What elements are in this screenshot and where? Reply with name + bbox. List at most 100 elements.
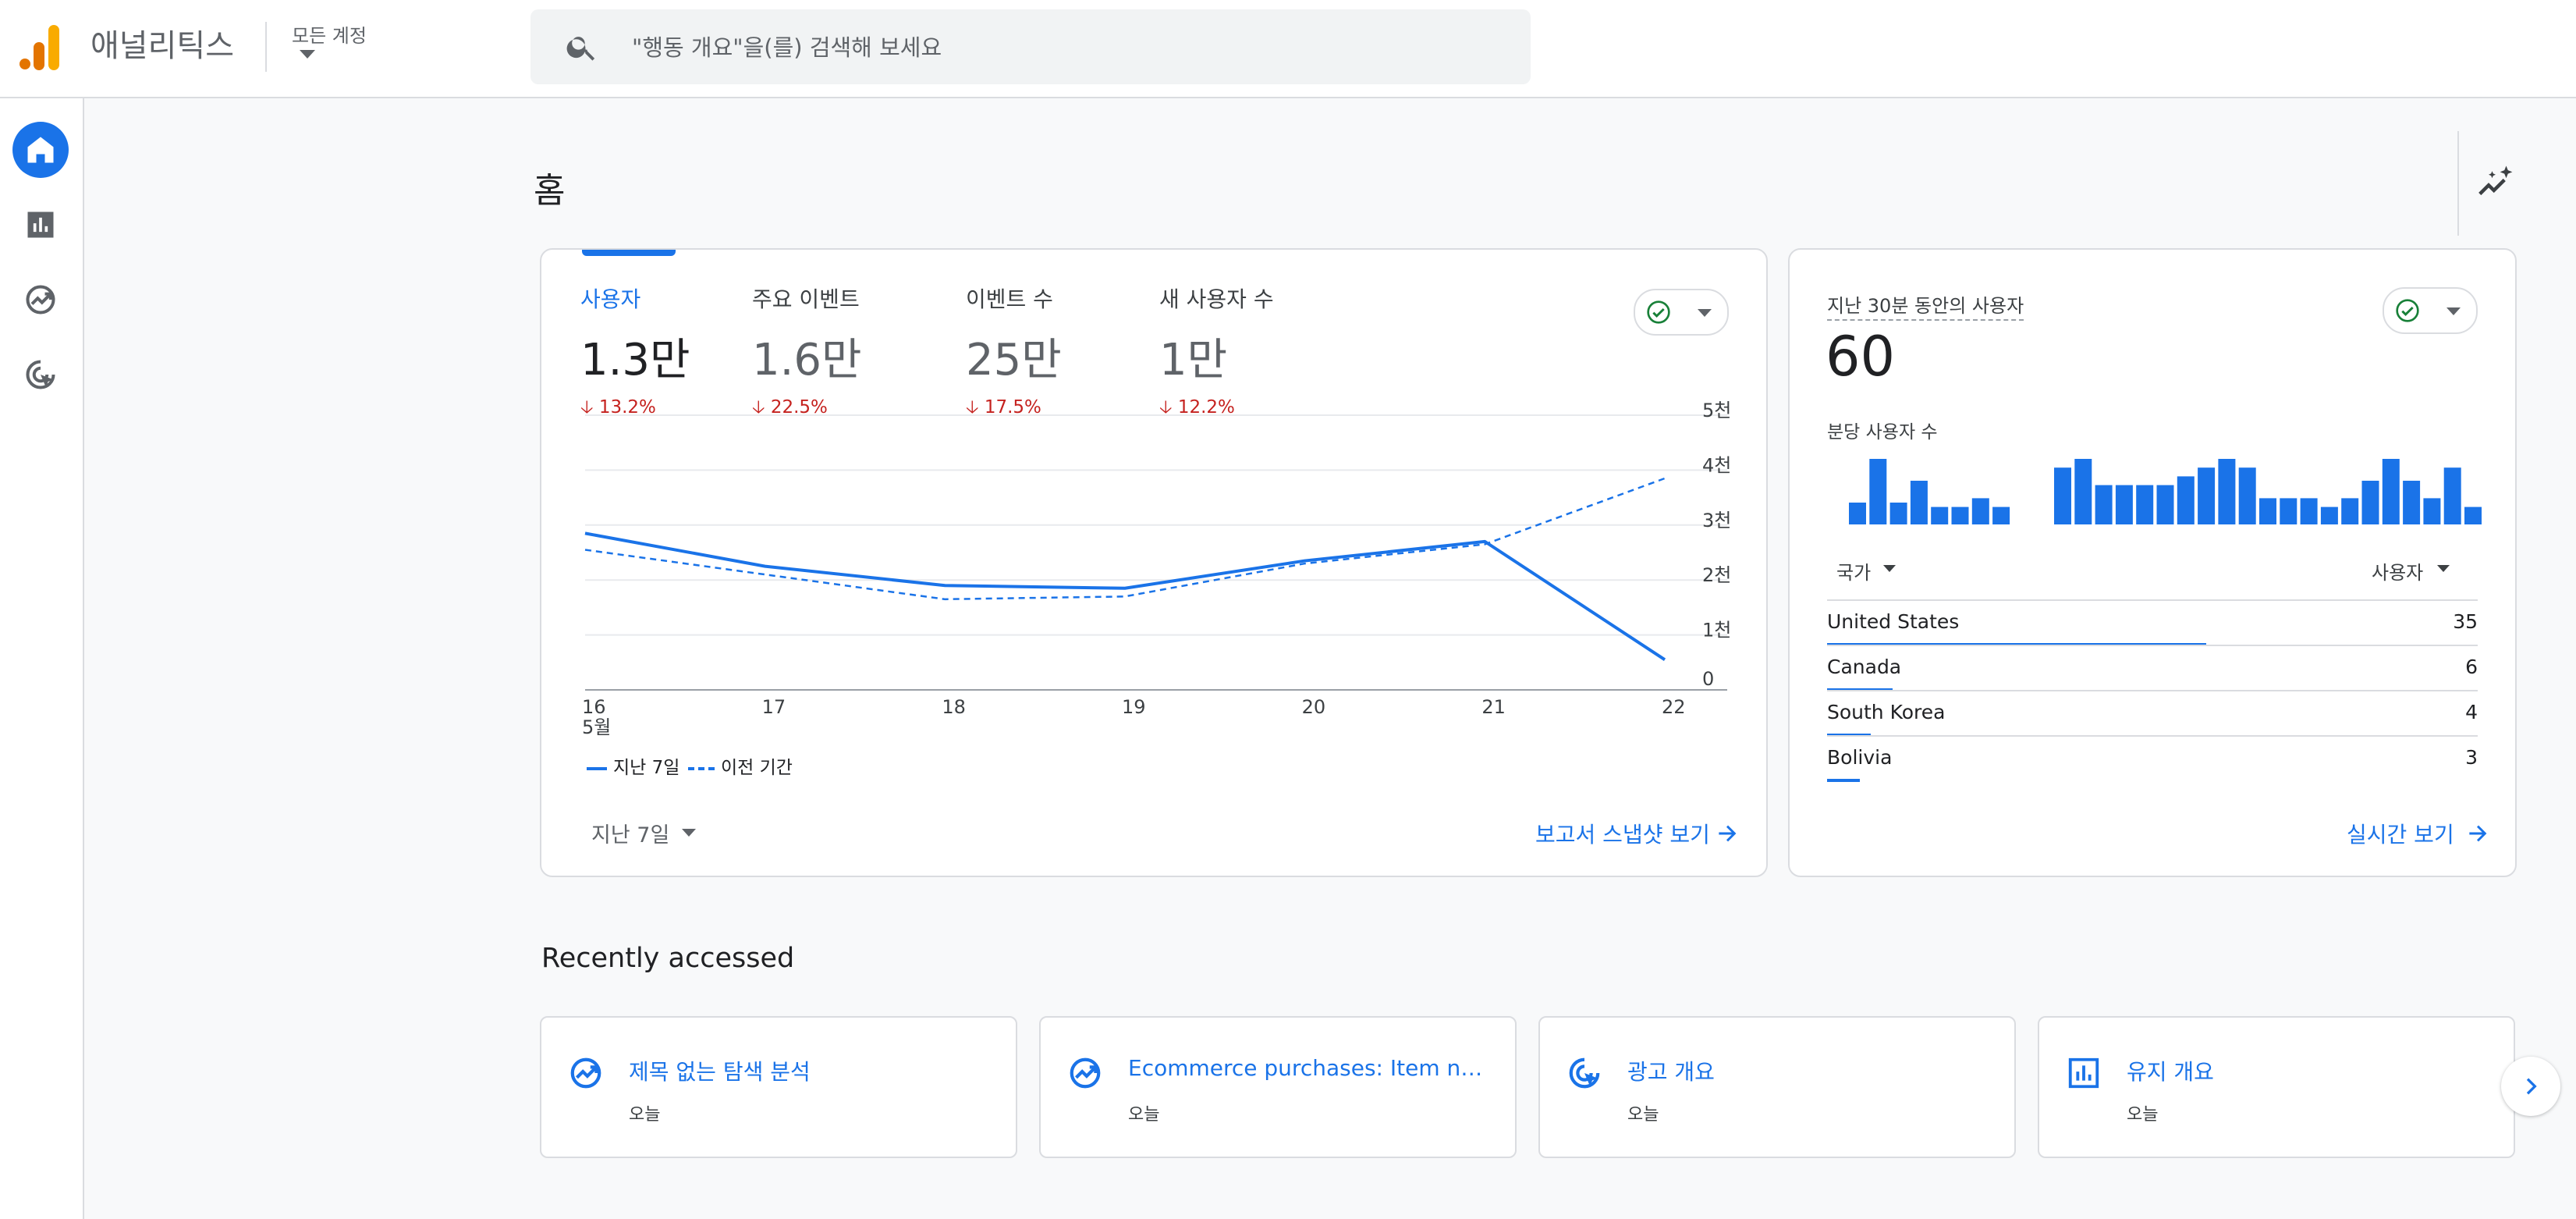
metric-tab-key-events[interactable]: 주요 이벤트 1.6만 🡣 22.5% — [752, 283, 862, 425]
metric-tab-new-users[interactable]: 새 사용자 수 1만 🡣 12.2% — [1159, 283, 1274, 425]
metric-label: 사용자 — [580, 286, 641, 312]
arrow-down-icon: 🡣 — [1159, 397, 1173, 418]
minute-bar — [1992, 506, 2010, 524]
recent-item-date: 오늘 — [2127, 1105, 2159, 1125]
recent-item-date: 오늘 — [1128, 1105, 1160, 1125]
view-realtime-link[interactable]: 실시간 보기 — [2347, 822, 2454, 848]
x-tick-label: 21 — [1481, 696, 1506, 718]
recent-item-name[interactable]: Ecommerce purchases: Item na... — [1128, 1055, 1495, 1081]
series-line-previous-period — [584, 477, 1666, 601]
minute-bar — [1971, 498, 1989, 524]
x-tick-label: 22 — [1662, 696, 1686, 718]
recent-item-date: 오늘 — [1627, 1105, 1659, 1125]
overview-card: 사용자 1.3만 🡣 13.2% 주요 이벤트 1.6만 🡣 22.5% 이벤트… — [540, 248, 1768, 877]
legend-previous-period: 이전 기간 — [688, 752, 793, 779]
header-divider — [265, 22, 267, 72]
minute-bar — [1910, 481, 1928, 524]
metric-label: 이벤트 수 — [966, 286, 1053, 312]
column-header-country[interactable]: 국가 — [1836, 562, 1872, 584]
date-range-selector[interactable]: 지난 7일 — [591, 823, 670, 848]
sidebar-item-home[interactable] — [12, 122, 69, 178]
minute-bar — [2280, 498, 2297, 524]
minute-bar — [2320, 506, 2338, 524]
country-users: 6 — [2465, 656, 2478, 678]
recent-item-card[interactable]: 광고 개요 오늘 — [1538, 1016, 2016, 1158]
users-line-chart: 0 1천 2천 3천 4천 5천 16 17 18 19 20 21 22 5월 — [582, 400, 1731, 738]
minute-bar — [2177, 476, 2195, 524]
minute-bar — [2218, 459, 2236, 524]
sidebar-item-explore[interactable] — [12, 272, 69, 328]
metric-tab-users[interactable]: 사용자 1.3만 🡣 13.2% — [580, 283, 690, 425]
legend-solid-swatch — [587, 766, 607, 770]
search-input[interactable] — [630, 23, 1492, 72]
country-share-bar — [1827, 779, 1860, 782]
metric-change: 🡣 12.2% — [1159, 397, 1235, 418]
x-tick-label: 17 — [762, 696, 786, 718]
carousel-next-button[interactable] — [2501, 1057, 2560, 1116]
check-circle-icon — [2396, 299, 2419, 322]
table-row: Canada 6 — [1827, 645, 2478, 691]
minute-bar — [2382, 459, 2400, 524]
check-circle-icon — [1647, 300, 1670, 324]
minute-bar — [2464, 506, 2482, 524]
explore-trend-icon — [26, 285, 55, 315]
minute-bar — [2198, 467, 2216, 524]
minute-bar — [2341, 498, 2359, 524]
data-quality-button[interactable] — [1634, 289, 1729, 336]
account-selector-label[interactable]: 모든 계정 — [292, 25, 367, 47]
country-users: 4 — [2465, 701, 2478, 723]
chevron-down-icon[interactable] — [1883, 565, 1896, 572]
account-dropdown-icon[interactable] — [300, 50, 315, 59]
country-name: Bolivia — [1827, 746, 1893, 769]
chevron-down-icon[interactable] — [682, 829, 696, 837]
arrow-down-icon: 🡣 — [580, 397, 594, 418]
metric-tab-event-count[interactable]: 이벤트 수 25만 🡣 17.5% — [966, 283, 1062, 425]
advertising-target-icon — [1569, 1057, 1600, 1089]
recent-item-card[interactable]: 유지 개요 오늘 — [2038, 1016, 2515, 1158]
recent-item-date: 오늘 — [629, 1105, 661, 1125]
y-tick-label: 2천 — [1702, 564, 1731, 586]
realtime-title: 지난 30분 동안의 사용자 — [1827, 290, 2024, 321]
country-users: 3 — [2465, 746, 2478, 769]
minute-bar — [2136, 485, 2154, 524]
recent-item-card[interactable]: 제목 없는 탐색 분석 오늘 — [540, 1016, 1017, 1158]
minute-bar — [1849, 503, 1866, 524]
column-header-users[interactable]: 사용자 — [2372, 562, 2424, 584]
top-bar: 애널리틱스 모든 계정 — [0, 0, 2576, 98]
sidebar-item-reports[interactable] — [12, 197, 69, 253]
recent-item-name[interactable]: 유지 개요 — [2127, 1059, 2214, 1085]
realtime-data-quality-button[interactable] — [2383, 287, 2478, 334]
arrow-right-icon[interactable] — [2465, 821, 2490, 846]
recent-item-name[interactable]: 제목 없는 탐색 분석 — [629, 1059, 811, 1085]
explore-trend-icon — [570, 1057, 601, 1089]
minute-bar — [1869, 459, 1887, 524]
table-row: United States 35 — [1827, 599, 2478, 646]
y-tick-label: 4천 — [1702, 454, 1731, 476]
legend-current-period: 지난 7일 — [587, 752, 679, 779]
search-box[interactable] — [530, 9, 1531, 84]
recent-item-card[interactable]: Ecommerce purchases: Item na... 오늘 — [1039, 1016, 1517, 1158]
sidebar-item-advertising[interactable] — [12, 347, 69, 403]
advertising-target-icon — [26, 360, 55, 389]
metric-change: 🡣 13.2% — [580, 397, 656, 418]
users-per-minute-bar-chart — [1849, 459, 2482, 524]
chevron-down-icon[interactable] — [2437, 565, 2450, 572]
active-metric-indicator — [582, 250, 676, 256]
arrow-down-icon: 🡣 — [966, 397, 979, 418]
x-tick-label: 20 — [1302, 696, 1326, 718]
minute-bar — [1931, 506, 1949, 524]
minute-bar — [2095, 485, 2113, 524]
minute-bar — [1889, 503, 1907, 524]
view-report-snapshot-link[interactable]: 보고서 스냅샷 보기 — [1535, 822, 1710, 848]
minute-bar — [2156, 485, 2174, 524]
arrow-right-icon[interactable] — [1715, 821, 1740, 846]
recent-item-name[interactable]: 광고 개요 — [1627, 1059, 1715, 1085]
insights-icon[interactable] — [2475, 162, 2517, 204]
page-title: 홈 — [534, 171, 566, 211]
table-row: Bolivia 3 — [1827, 735, 2478, 782]
minute-bar — [2259, 498, 2276, 524]
minute-bar — [1951, 506, 1969, 524]
chevron-right-icon — [2526, 1078, 2537, 1095]
analytics-logo[interactable] — [19, 23, 62, 72]
series-line-current-period — [584, 531, 1666, 661]
